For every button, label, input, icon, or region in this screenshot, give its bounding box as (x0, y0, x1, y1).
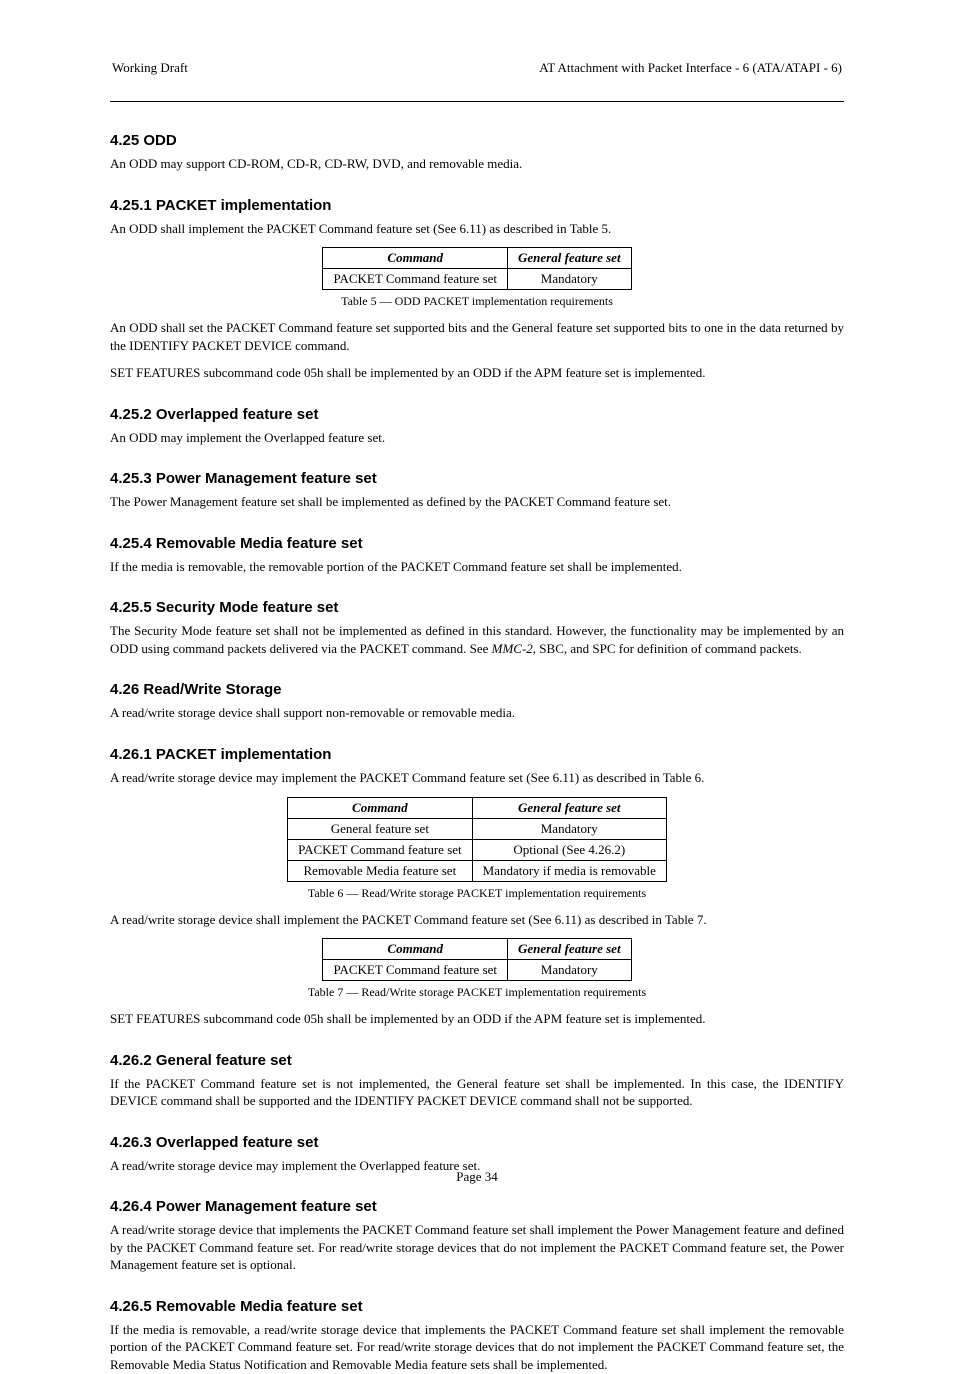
body-text: If the media is removable, a read/write … (110, 1321, 844, 1374)
table-row: PACKET Command feature setMandatory (323, 960, 631, 981)
table-header-cell: Command (323, 939, 508, 960)
table-header-cell: General feature set (508, 248, 632, 269)
header-left: Working Draft (112, 60, 188, 76)
body-text: An ODD shall implement the PACKET Comman… (110, 220, 844, 238)
section-heading: 4.25.2 Overlapped feature set (110, 406, 844, 423)
page: Working Draft AT Attachment with Packet … (0, 0, 954, 1235)
section-heading: 4.26 Read/Write Storage (110, 681, 844, 698)
body-text: If the media is removable, the removable… (110, 558, 844, 576)
body-text: An ODD may support CD-ROM, CD-R, CD-RW, … (110, 155, 844, 173)
body-text: A read/write storage device shall suppor… (110, 704, 844, 722)
header-right: AT Attachment with Packet Interface - 6 … (539, 60, 842, 76)
section-heading: 4.26.1 PACKET implementation (110, 746, 844, 763)
body-text: SET FEATURES subcommand code 05h shall b… (110, 1010, 844, 1028)
page-content: 4.25 ODD An ODD may support CD-ROM, CD-R,… (110, 132, 844, 1374)
table-header-cell: Command (323, 248, 508, 269)
table-header-cell: General feature set (472, 797, 666, 818)
table-cell: Mandatory (508, 960, 632, 981)
page-header: Working Draft AT Attachment with Packet … (110, 60, 844, 76)
data-table: CommandGeneral feature setPACKET Command… (110, 938, 844, 1000)
header-rule (110, 101, 844, 102)
table-row: PACKET Command feature setOptional (See … (288, 839, 667, 860)
table-row: PACKET Command feature setMandatory (323, 269, 631, 290)
body-text: A read/write storage device may implemen… (110, 769, 844, 787)
table-cell: Removable Media feature set (288, 860, 473, 881)
body-text: An ODD shall set the PACKET Command feat… (110, 319, 844, 354)
section-heading: 4.26.4 Power Management feature set (110, 1198, 844, 1215)
section-heading: 4.26.3 Overlapped feature set (110, 1134, 844, 1151)
body-text: The Security Mode feature set shall not … (110, 622, 844, 657)
table-cell: Mandatory (472, 818, 666, 839)
page-number: Page 34 (0, 1169, 954, 1185)
table-cell: PACKET Command feature set (323, 269, 508, 290)
table-cell: Optional (See 4.26.2) (472, 839, 666, 860)
body-text: An ODD may implement the Overlapped feat… (110, 429, 844, 447)
table-row: Removable Media feature setMandatory if … (288, 860, 667, 881)
table-cell: PACKET Command feature set (288, 839, 473, 860)
section-heading: 4.25.4 Removable Media feature set (110, 535, 844, 552)
table-cell: Mandatory (508, 269, 632, 290)
body-text: A read/write storage device that impleme… (110, 1221, 844, 1274)
body-text: A read/write storage device shall implem… (110, 911, 844, 929)
table-cell: General feature set (288, 818, 473, 839)
section-heading: 4.25.1 PACKET implementation (110, 197, 844, 214)
data-table: CommandGeneral feature setGeneral featur… (110, 797, 844, 901)
section-heading: 4.25.5 Security Mode feature set (110, 599, 844, 616)
data-table: CommandGeneral feature setPACKET Command… (110, 247, 844, 309)
table-header-cell: General feature set (508, 939, 632, 960)
table-header-cell: Command (288, 797, 473, 818)
body-text: If the PACKET Command feature set is not… (110, 1075, 844, 1110)
table-cell: Mandatory if media is removable (472, 860, 666, 881)
section-heading: 4.26.2 General feature set (110, 1052, 844, 1069)
section-heading: 4.25 ODD (110, 132, 844, 149)
section-heading: 4.26.5 Removable Media feature set (110, 1298, 844, 1315)
table-cell: PACKET Command feature set (323, 960, 508, 981)
body-text: SET FEATURES subcommand code 05h shall b… (110, 364, 844, 382)
table-caption: Table 7 — Read/Write storage PACKET impl… (110, 985, 844, 1000)
table-caption: Table 6 — Read/Write storage PACKET impl… (110, 886, 844, 901)
section-heading: 4.25.3 Power Management feature set (110, 470, 844, 487)
table-row: General feature setMandatory (288, 818, 667, 839)
table-caption: Table 5 — ODD PACKET implementation requ… (110, 294, 844, 309)
body-text: The Power Management feature set shall b… (110, 493, 844, 511)
